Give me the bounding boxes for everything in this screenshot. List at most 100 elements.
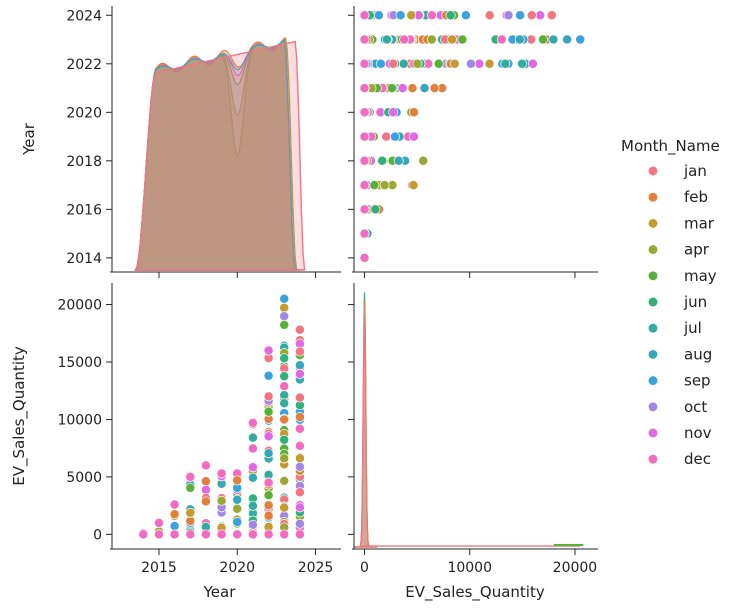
point [294, 369, 305, 379]
legend-label-jun: jun [683, 293, 707, 311]
point [379, 180, 390, 191]
point [359, 83, 370, 94]
legend-marker-nov [647, 427, 659, 439]
point [294, 423, 305, 434]
legend-marker-feb [647, 192, 659, 203]
point [279, 371, 290, 382]
year-ytick-label: 2018 [66, 154, 102, 170]
year-ylabel: Year [20, 122, 38, 156]
point [294, 487, 305, 498]
point [200, 496, 211, 507]
legend-marker-mar [647, 218, 659, 229]
point [279, 502, 290, 513]
point [447, 34, 458, 45]
year-xtick-label: 2015 [141, 560, 177, 576]
point [279, 319, 290, 330]
sales-ytick-label: 5000 [66, 470, 102, 486]
point [465, 58, 476, 69]
point [409, 107, 419, 118]
year-kde-panel [134, 36, 306, 271]
legend-label-jul: jul [683, 319, 702, 337]
legend-label-dec: dec [684, 450, 711, 468]
point [294, 453, 305, 464]
sales-ylabel: EV_Sales_Quantity [10, 346, 29, 486]
point [185, 529, 196, 540]
point [496, 34, 507, 45]
point [388, 58, 399, 69]
point [247, 472, 258, 483]
point [154, 517, 164, 528]
point [294, 324, 305, 335]
point [457, 34, 468, 45]
point [398, 58, 409, 69]
point [500, 58, 511, 69]
point [232, 529, 243, 540]
point [517, 58, 528, 69]
sales-ytick-label: 20000 [57, 298, 102, 314]
point [562, 34, 573, 45]
point [247, 519, 258, 530]
point [538, 34, 548, 45]
point [247, 432, 258, 443]
legend-marker-apr [647, 244, 659, 255]
point [216, 468, 227, 479]
sales-ytick-label: 10000 [57, 412, 102, 428]
point [263, 370, 274, 381]
point [169, 509, 180, 520]
legend-label-oct: oct [684, 398, 707, 416]
point [279, 381, 290, 392]
legend-label-sep: sep [684, 372, 711, 390]
legend-title: Month_Name [621, 137, 720, 156]
point [279, 434, 290, 445]
point [279, 302, 290, 313]
point [429, 83, 440, 94]
point [426, 10, 437, 21]
point [294, 392, 305, 403]
point [359, 228, 370, 239]
legend-label-feb: feb [684, 188, 708, 206]
sales-xtick-label: 0 [360, 560, 369, 576]
point [419, 83, 430, 94]
point [200, 529, 211, 540]
point [426, 34, 437, 45]
point [395, 10, 406, 21]
point [169, 521, 180, 531]
point [294, 518, 305, 529]
year-ytick-label: 2022 [66, 57, 102, 73]
point [408, 131, 419, 142]
year-xtick-label: 2025 [298, 560, 334, 576]
point [359, 58, 370, 69]
point [548, 34, 559, 45]
kde-spike [354, 309, 378, 548]
point [279, 293, 290, 304]
legend-label-may: may [684, 267, 717, 285]
point [185, 471, 196, 482]
point [169, 499, 180, 510]
point [393, 155, 404, 166]
point [527, 58, 538, 69]
legend-label-jan: jan [683, 162, 707, 180]
point [279, 353, 290, 364]
point [386, 83, 397, 94]
point [370, 204, 381, 215]
point [390, 131, 400, 142]
point [232, 503, 243, 514]
point [232, 475, 243, 486]
point [418, 155, 429, 166]
legend-marker-jan [647, 165, 659, 177]
point [399, 34, 410, 45]
point [359, 204, 370, 215]
point [546, 10, 557, 21]
point [526, 10, 537, 21]
point [247, 529, 258, 540]
legend-marker-sep [647, 375, 659, 386]
sales-kde-panel [354, 292, 584, 548]
legend-marker-dec [647, 454, 659, 465]
point [503, 10, 514, 21]
point [138, 529, 149, 540]
point [359, 131, 370, 142]
point [407, 83, 418, 94]
kde-tail [364, 545, 581, 547]
